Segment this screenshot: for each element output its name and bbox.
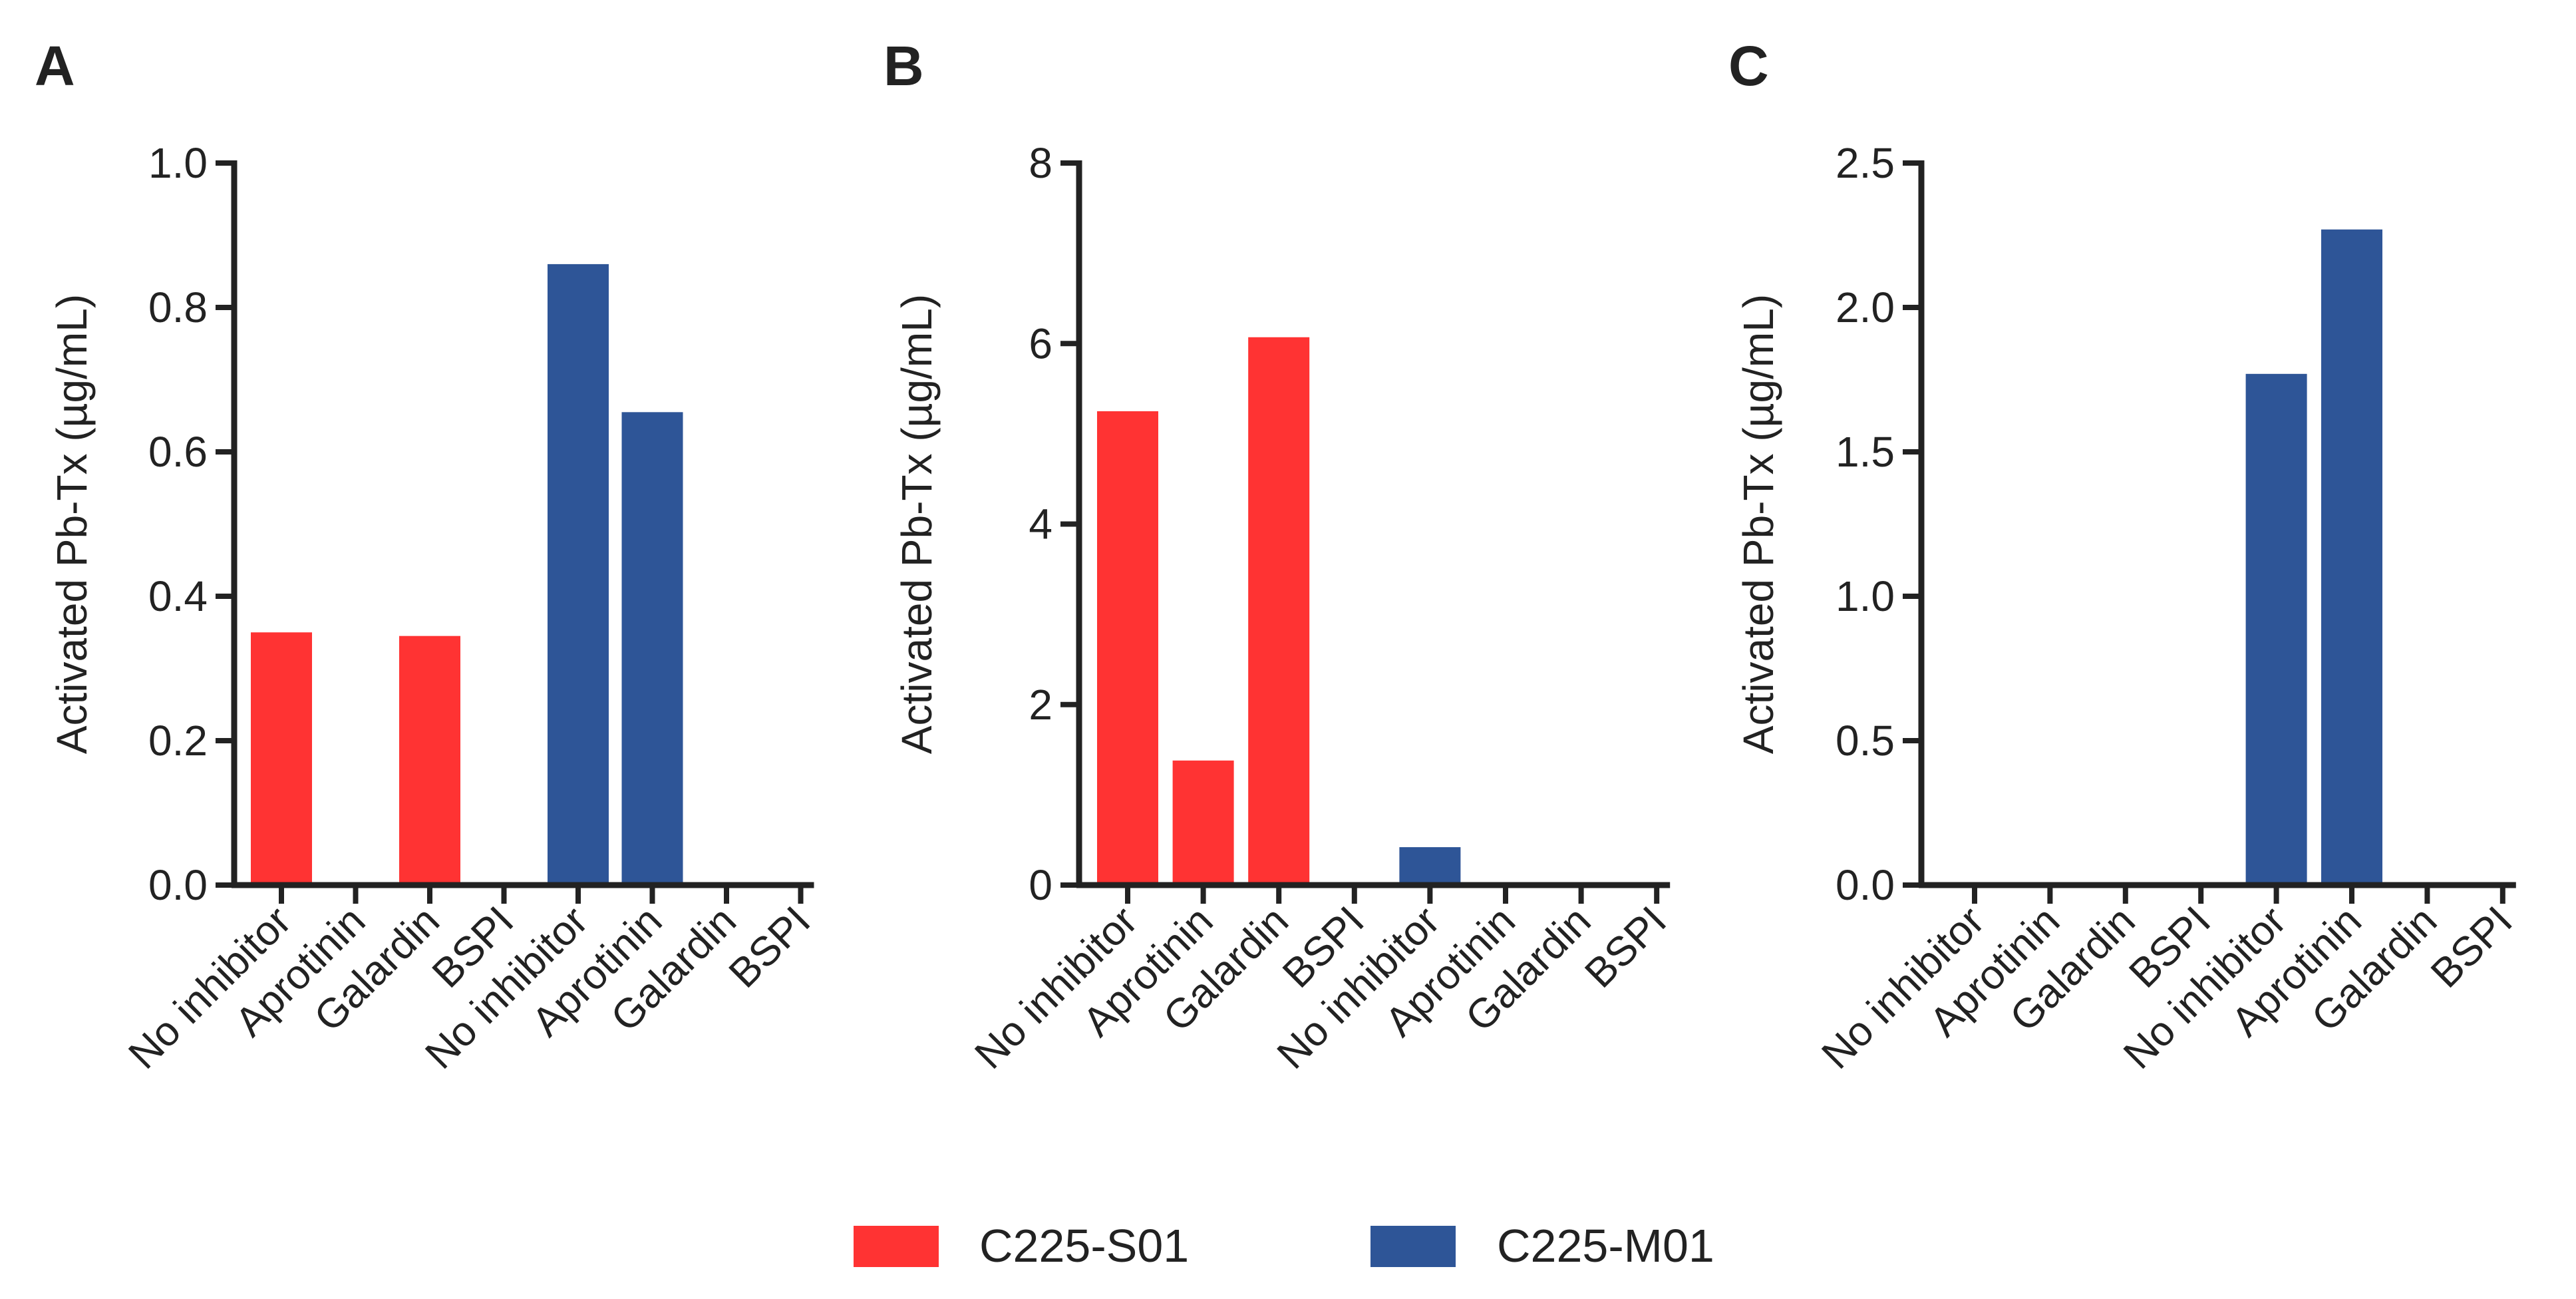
x-tick-label-b-7: BSPI	[1576, 898, 1675, 997]
bar-c-c225-m01-aprotinin-5	[2321, 229, 2382, 885]
bar-c-c225-m01-no-inhibitor-4	[2245, 373, 2307, 885]
y-tick-label-c-0: 0.0	[1836, 861, 1895, 909]
panel-letter-a: A	[35, 35, 75, 97]
y-tick-label-b-4: 8	[1029, 139, 1052, 187]
y-tick-label-b-1: 2	[1029, 681, 1052, 729]
y-tick-label-a-0: 0.0	[148, 861, 208, 909]
y-tick-label-b-3: 6	[1029, 319, 1052, 367]
panel-letter-c: C	[1728, 35, 1769, 97]
legend: C225-S01 C225-M01	[854, 1220, 1714, 1272]
legend-label-c225-s01: C225-S01	[979, 1220, 1189, 1272]
legend-swatch-c225-s01	[854, 1226, 939, 1267]
bar-a-c225-m01-no-inhibitor-4	[548, 264, 609, 885]
bar-a-c225-s01-galardin-2	[399, 636, 460, 885]
y-axis-title-b: Activated Pb-Tx (µg/mL)	[893, 294, 941, 754]
y-axis-title-c: Activated Pb-Tx (µg/mL)	[1734, 294, 1782, 754]
y-tick-label-a-5: 1.0	[148, 139, 208, 187]
y-axis-title-a: Activated Pb-Tx (µg/mL)	[48, 294, 96, 754]
y-tick-label-b-0: 0	[1029, 861, 1052, 909]
y-tick-label-c-5: 2.5	[1836, 139, 1895, 187]
y-tick-label-c-1: 0.5	[1836, 717, 1895, 765]
x-tick-label-a-7: BSPI	[721, 898, 820, 997]
x-tick-label-c-7: BSPI	[2422, 898, 2521, 997]
y-tick-label-c-4: 2.0	[1836, 283, 1895, 331]
bar-b-c225-s01-no-inhibitor-0	[1097, 411, 1158, 885]
legend-label-c225-m01: C225-M01	[1497, 1220, 1714, 1272]
panel-letter-b: B	[884, 35, 924, 97]
y-tick-label-a-1: 0.2	[148, 717, 208, 765]
bar-b-c225-m01-no-inhibitor-4	[1399, 847, 1461, 885]
legend-swatch-c225-m01	[1370, 1226, 1456, 1267]
y-tick-label-a-2: 0.4	[148, 572, 208, 620]
panel-c: C0.00.51.01.52.02.5No inhibitorAprotinin…	[1728, 35, 2521, 1078]
y-tick-label-c-2: 1.0	[1836, 572, 1895, 620]
bar-a-c225-s01-no-inhibitor-0	[251, 632, 312, 885]
y-tick-label-a-4: 0.8	[148, 283, 208, 331]
y-tick-label-a-3: 0.6	[148, 428, 208, 476]
y-tick-label-b-2: 4	[1029, 500, 1052, 548]
y-tick-label-c-3: 1.5	[1836, 428, 1895, 476]
panel-a: A0.00.20.40.60.81.0No inhibitorAprotinin…	[35, 35, 819, 1078]
bar-b-c225-s01-aprotinin-1	[1172, 760, 1234, 885]
chart-panels: A0.00.20.40.60.81.0No inhibitorAprotinin…	[35, 35, 2521, 1078]
bar-b-c225-s01-galardin-2	[1248, 337, 1310, 886]
bar-a-c225-m01-aprotinin-5	[621, 412, 683, 885]
